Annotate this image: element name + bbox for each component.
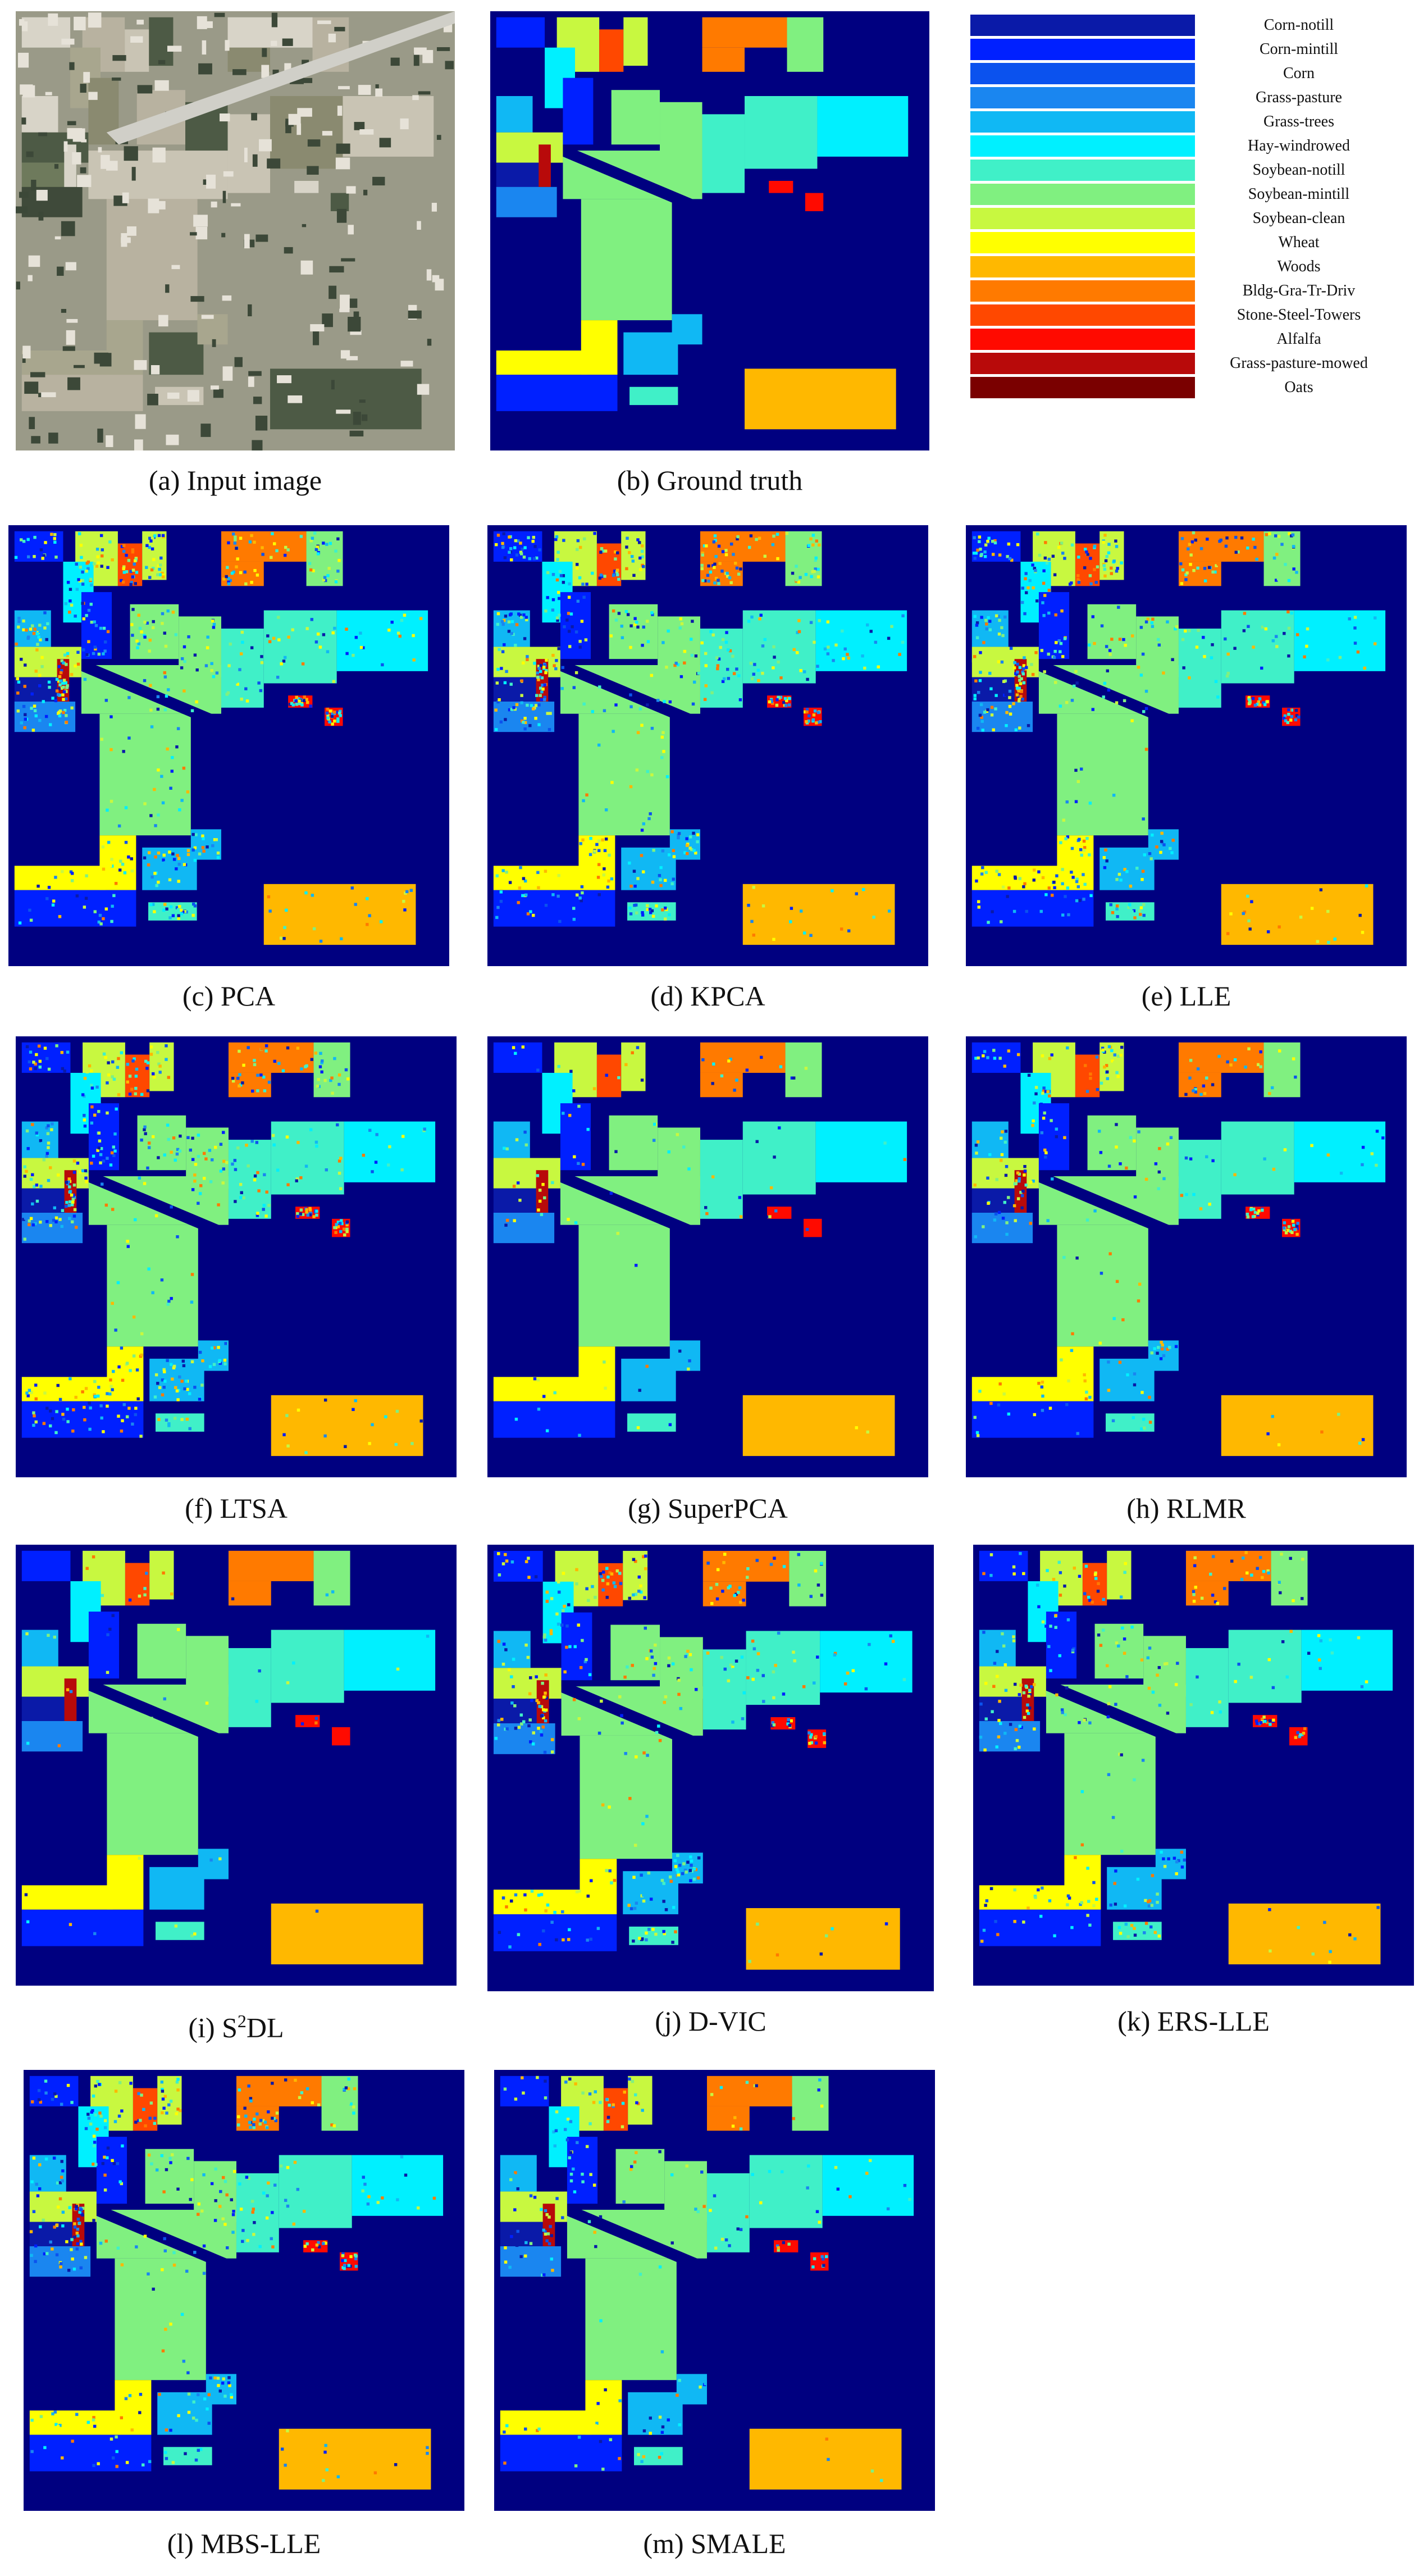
legend-swatch <box>970 15 1195 36</box>
panel-rlmr <box>966 1036 1407 1477</box>
legend-item: Hay-windrowed <box>970 135 1420 158</box>
legend-item: Soybean-mintill <box>970 184 1420 206</box>
panel-s2dl <box>16 1545 457 1986</box>
legend-swatch <box>970 329 1195 350</box>
classification-map <box>966 1036 1407 1477</box>
classification-map <box>973 1545 1414 1986</box>
legend-swatch <box>970 39 1195 60</box>
legend-swatch <box>970 256 1195 277</box>
legend-swatch <box>970 87 1195 108</box>
caption-superpca: (g) SuperPCA <box>628 1492 788 1524</box>
legend-item: Soybean-notill <box>970 160 1420 182</box>
legend-swatch <box>970 160 1195 181</box>
panel-d-vic <box>487 1545 934 1991</box>
legend-item: Corn-notill <box>970 15 1420 37</box>
legend-swatch <box>970 353 1195 374</box>
classification-map <box>487 1545 934 1991</box>
legend-label: Grass-pasture-mowed <box>1230 354 1368 372</box>
caption-ground-truth: (b) Ground truth <box>617 465 803 496</box>
legend-label: Wheat <box>1278 234 1320 251</box>
caption-lle: (e) LLE <box>1141 980 1231 1012</box>
legend-item: Grass-trees <box>970 111 1420 134</box>
legend-item: Wheat <box>970 232 1420 254</box>
legend-item: Bldg-Gra-Tr-Driv <box>970 280 1420 303</box>
legend-label: Corn-notill <box>1263 16 1334 34</box>
legend-swatch <box>970 304 1195 326</box>
legend-label: Bldg-Gra-Tr-Driv <box>1242 282 1356 299</box>
panel-lle <box>966 525 1407 966</box>
class-legend: Corn-notill Corn-mintill Corn Grass-pasture… <box>970 15 1420 442</box>
classification-map <box>966 525 1407 966</box>
panel-pca <box>8 525 449 966</box>
legend-label: Soybean-mintill <box>1248 185 1350 203</box>
caption-ers-lle: (k) ERS-LLE <box>1117 2005 1270 2037</box>
legend-label: Stone-Steel-Towers <box>1237 306 1361 324</box>
caption-s2dl: (i) S2DL <box>16 2005 457 2043</box>
classification-map <box>487 525 928 966</box>
legend-label: Soybean-notill <box>1252 161 1345 179</box>
legend-swatch <box>970 232 1195 253</box>
classification-map <box>24 2070 464 2511</box>
classification-map <box>8 525 449 966</box>
classification-map <box>16 1036 457 1477</box>
input-image-render <box>16 11 455 450</box>
legend-label: Soybean-clean <box>1252 210 1345 227</box>
legend-item: Soybean-clean <box>970 208 1420 230</box>
legend-item: Oats <box>970 377 1420 399</box>
legend-label: Grass-pasture <box>1256 89 1342 106</box>
legend-item: Grass-pasture <box>970 87 1420 110</box>
classification-map <box>494 2070 935 2511</box>
classification-map <box>490 11 929 450</box>
legend-label: Corn <box>1283 65 1315 82</box>
legend-item: Grass-pasture-mowed <box>970 353 1420 375</box>
caption-ltsa: (f) LTSA <box>185 1492 288 1524</box>
panel-ground-truth <box>490 11 929 450</box>
legend-item: Corn-mintill <box>970 39 1420 61</box>
legend-item: Woods <box>970 256 1420 279</box>
legend-label: Woods <box>1277 258 1321 275</box>
classification-map <box>16 1545 457 1986</box>
legend-item: Alfalfa <box>970 329 1420 351</box>
caption-pca: (c) PCA <box>182 980 276 1012</box>
caption-s2dl-main: (i) S <box>188 2011 238 2043</box>
legend-label: Grass-trees <box>1263 113 1334 130</box>
caption-d-vic: (j) D-VIC <box>655 2005 767 2037</box>
panel-smale <box>494 2070 935 2511</box>
legend-item: Corn <box>970 63 1420 85</box>
panel-kpca <box>487 525 928 966</box>
legend-item: Stone-Steel-Towers <box>970 304 1420 327</box>
legend-label: Alfalfa <box>1276 330 1321 348</box>
legend-label: Hay-windrowed <box>1248 137 1350 154</box>
classification-map <box>487 1036 928 1477</box>
caption-smale: (m) SMALE <box>643 2528 786 2559</box>
legend-label: Corn-mintill <box>1260 40 1338 58</box>
legend-swatch <box>970 377 1195 398</box>
panel-superpca <box>487 1036 928 1477</box>
legend-swatch <box>970 135 1195 157</box>
legend-swatch <box>970 184 1195 205</box>
caption-rlmr: (h) RLMR <box>1126 1492 1246 1524</box>
legend-swatch <box>970 280 1195 302</box>
legend-swatch <box>970 208 1195 229</box>
legend-swatch <box>970 111 1195 133</box>
caption-kpca: (d) KPCA <box>650 980 765 1012</box>
panel-ltsa <box>16 1036 457 1477</box>
panel-mbs-lle <box>24 2070 464 2511</box>
panel-input-image <box>16 11 455 450</box>
legend-swatch <box>970 63 1195 84</box>
caption-input-image: (a) Input image <box>148 465 322 496</box>
caption-s2dl-suffix: DL <box>246 2011 284 2043</box>
caption-mbs-lle: (l) MBS-LLE <box>167 2528 321 2559</box>
panel-ers-lle <box>973 1545 1414 1986</box>
caption-s2dl-superscript: 2 <box>237 2011 247 2031</box>
legend-label: Oats <box>1284 379 1313 396</box>
